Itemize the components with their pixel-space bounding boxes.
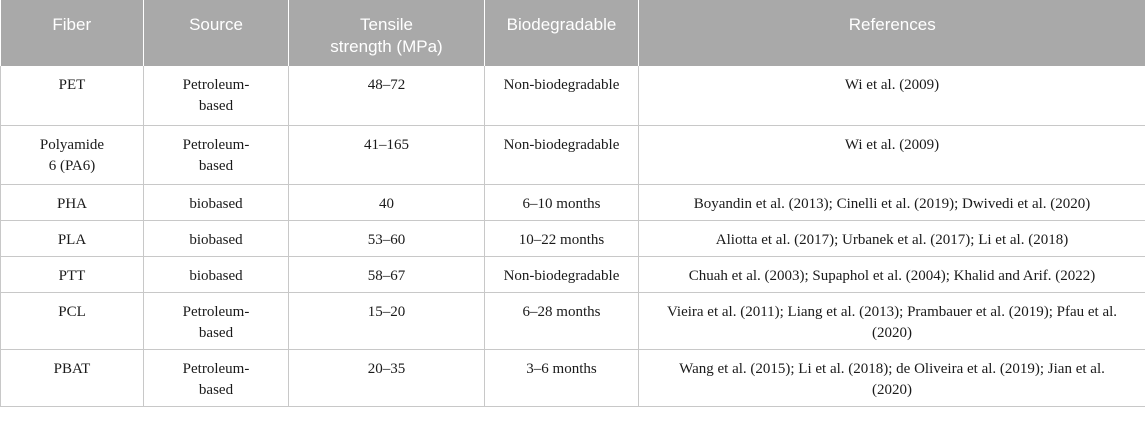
cell-references-line1: Vieira et al. (2011); Liang et al. (2013… [666, 303, 1118, 320]
cell-source-line2: based [198, 157, 234, 174]
table-row: Polyamide 6 (PA6) Petroleum- based 41–16… [0, 125, 1145, 185]
header-tensile-line1: Tensile [360, 15, 413, 34]
cell-fiber: PET [0, 66, 144, 126]
cell-source-line1: Petroleum- [182, 136, 250, 153]
cell-fiber: PBAT [0, 349, 144, 407]
cell-source-line1: Petroleum- [182, 303, 250, 320]
cell-tensile: 40 [288, 184, 485, 221]
table-row: PBAT Petroleum- based 20–35 3–6 months W… [0, 349, 1145, 407]
cell-references: Chuah et al. (2003); Supaphol et al. (20… [638, 256, 1145, 293]
header-fiber: Fiber [0, 0, 144, 66]
cell-source-line2: based [198, 324, 234, 341]
cell-source: biobased [143, 184, 289, 221]
cell-references-line2: (2020) [872, 381, 912, 398]
cell-tensile: 58–67 [288, 256, 485, 293]
cell-source-line1: Petroleum- [182, 77, 250, 93]
cell-references: Boyandin et al. (2013); Cinelli et al. (… [638, 184, 1145, 221]
cell-biodegradable: 6–28 months [484, 292, 639, 350]
cell-references: Wi et al. (2009) [638, 66, 1145, 126]
cell-source-line1: Petroleum- [182, 360, 250, 377]
cell-fiber-line2: 6 (PA6) [48, 157, 96, 174]
cell-biodegradable: 10–22 months [484, 220, 639, 257]
cell-source: biobased [143, 220, 289, 257]
cell-biodegradable: Non-biodegradable [484, 256, 639, 293]
header-tensile-strength: Tensile strength (MPa) [288, 0, 485, 66]
cell-references: Vieira et al. (2011); Liang et al. (2013… [638, 292, 1145, 350]
cell-fiber: PLA [0, 220, 144, 257]
table-row: PET Petroleum- based 48–72 Non-biodegrad… [0, 66, 1145, 126]
cell-tensile: 20–35 [288, 349, 485, 407]
cell-references: Wi et al. (2009) [638, 125, 1145, 185]
cell-biodegradable: Non-biodegradable [484, 125, 639, 185]
cell-references-line1: Wang et al. (2015); Li et al. (2018); de… [679, 360, 1105, 377]
cell-references: Aliotta et al. (2017); Urbanek et al. (2… [638, 220, 1145, 257]
header-tensile-line2: strength (MPa) [330, 37, 443, 56]
cell-references: Wang et al. (2015); Li et al. (2018); de… [638, 349, 1145, 407]
cell-tensile: 15–20 [288, 292, 485, 350]
cell-tensile: 53–60 [288, 220, 485, 257]
cell-fiber: PTT [0, 256, 144, 293]
cell-biodegradable: Non-biodegradable [484, 66, 639, 126]
cell-source: biobased [143, 256, 289, 293]
cell-source-line2: based [198, 98, 234, 114]
header-source: Source [143, 0, 289, 66]
cell-fiber: PHA [0, 184, 144, 221]
cell-references-line2: (2020) [872, 324, 912, 341]
table-row: PHA biobased 40 6–10 months Boyandin et … [0, 184, 1145, 221]
cell-source-line2: based [198, 381, 234, 398]
table-row: PLA biobased 53–60 10–22 months Aliotta … [0, 220, 1145, 257]
cell-fiber-line1: Polyamide [39, 136, 105, 153]
cell-tensile: 48–72 [288, 66, 485, 126]
cell-biodegradable: 3–6 months [484, 349, 639, 407]
cell-tensile: 41–165 [288, 125, 485, 185]
cell-fiber: Polyamide 6 (PA6) [0, 125, 144, 185]
cell-source: Petroleum- based [143, 125, 289, 185]
table-row: PTT biobased 58–67 Non-biodegradable Chu… [0, 256, 1145, 293]
cell-source: Petroleum- based [143, 66, 289, 126]
cell-source: Petroleum- based [143, 292, 289, 350]
cell-biodegradable: 6–10 months [484, 184, 639, 221]
fiber-properties-table: Fiber Source Tensile strength (MPa) Biod… [0, 0, 1145, 407]
table-row: PCL Petroleum- based 15–20 6–28 months V… [0, 292, 1145, 350]
table-header-row: Fiber Source Tensile strength (MPa) Biod… [0, 0, 1145, 66]
header-biodegradable: Biodegradable [484, 0, 639, 66]
cell-source: Petroleum- based [143, 349, 289, 407]
cell-fiber: PCL [0, 292, 144, 350]
header-references: References [638, 0, 1145, 66]
